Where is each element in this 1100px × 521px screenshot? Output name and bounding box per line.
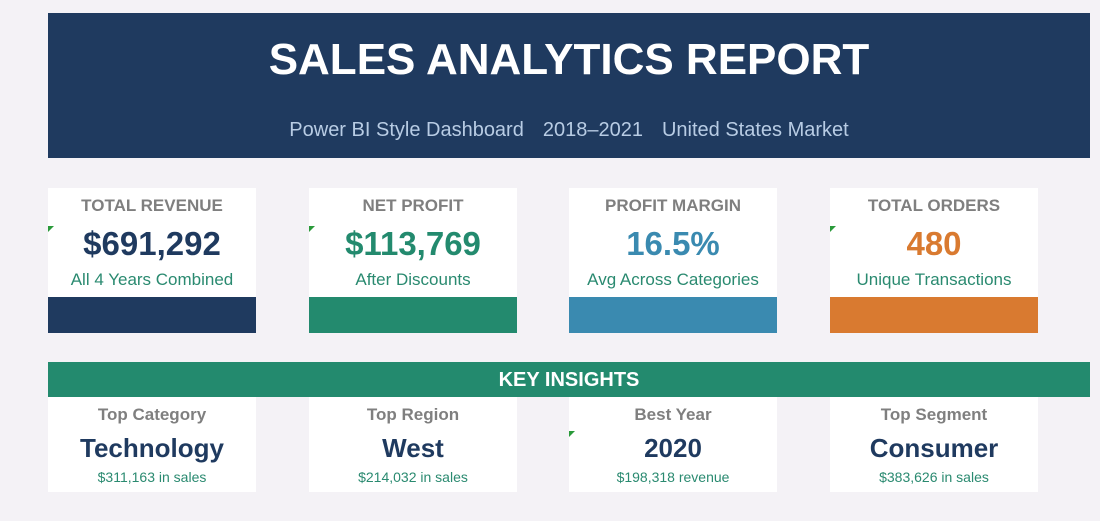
- cell-marker: [830, 226, 836, 232]
- subtitle-part: 2018–2021: [542, 119, 643, 141]
- insight-note: $214,032 in sales: [358, 469, 468, 485]
- kpi-card: TOTAL REVENUE $691,292 All 4 Years Combine…: [48, 188, 256, 297]
- insight-note: $311,163 in sales: [97, 469, 207, 485]
- insight-note: $198,318 revenue: [616, 469, 730, 485]
- kpi-note: All 4 Years Combined: [70, 270, 234, 289]
- kpi-label: TOTAL REVENUE: [81, 196, 223, 215]
- kpi-card: TOTAL ORDERS 480 Unique Transactions: [830, 188, 1038, 297]
- header-banner: SALES ANALYTICS REPORT Power BI Style Da…: [48, 13, 1090, 158]
- insight-value: West: [382, 433, 444, 463]
- cell-marker: [309, 226, 315, 232]
- insight-label: Top Category: [97, 405, 207, 424]
- insight-label: Top Segment: [880, 405, 988, 424]
- kpi-value: $113,769: [345, 225, 481, 262]
- kpi-note: Avg Across Categories: [587, 270, 759, 289]
- subtitle-part: Power BI Style Dashboard: [289, 119, 524, 141]
- kpi-value: $691,292: [83, 225, 221, 262]
- report-title: SALES ANALYTICS REPORT: [268, 35, 870, 84]
- kpi-bar: [569, 297, 777, 333]
- kpi-bar: [830, 297, 1038, 333]
- kpi-label: PROFIT MARGIN: [605, 196, 741, 215]
- insight-card: Top Category Technology $311,163 in sales: [48, 397, 256, 492]
- kpi-note: After Discounts: [355, 270, 471, 289]
- insight-label: Top Region: [366, 405, 460, 424]
- insight-value: Consumer: [869, 433, 999, 463]
- insight-card: Top Segment Consumer $383,626 in sales: [830, 397, 1038, 492]
- insight-value: Technology: [80, 433, 224, 463]
- kpi-card: NET PROFIT $113,769 After Discounts: [309, 188, 517, 297]
- insight-value: 2020: [644, 433, 702, 463]
- insight-card: Best Year 2020 $198,318 revenue: [569, 397, 777, 492]
- cell-marker: [569, 431, 575, 437]
- subtitle: Power BI Style Dashboard 2018–2021 Unite…: [48, 119, 1090, 142]
- kpi-card: PROFIT MARGIN 16.5% Avg Across Categories: [569, 188, 777, 297]
- kpi-label: TOTAL ORDERS: [867, 196, 1001, 215]
- kpi-value: 480: [906, 225, 962, 262]
- kpi-bar: [309, 297, 517, 333]
- insight-note: $383,626 in sales: [879, 469, 989, 485]
- kpi-label: NET PROFIT: [362, 196, 464, 215]
- cell-marker: [48, 226, 54, 232]
- kpi-note: Unique Transactions: [856, 270, 1012, 289]
- subtitle-part: United States Market: [661, 119, 849, 141]
- insight-card: Top Region West $214,032 in sales: [309, 397, 517, 492]
- insight-label: Best Year: [634, 405, 712, 424]
- kpi-value: 16.5%: [626, 225, 720, 262]
- insights-title: KEY INSIGHTS: [48, 362, 1090, 397]
- kpi-bar: [48, 297, 256, 333]
